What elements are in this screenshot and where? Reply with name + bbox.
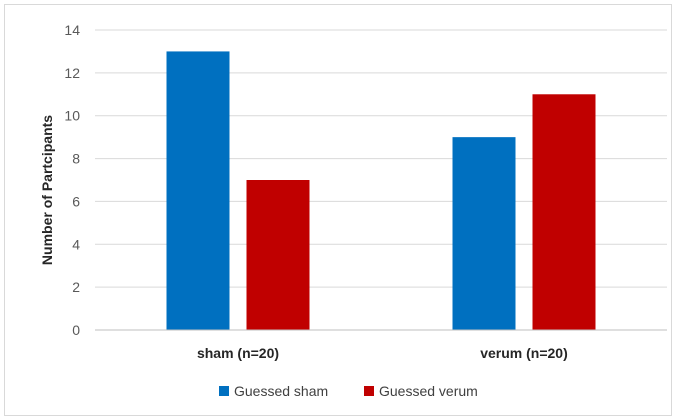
y-tick-label: 2 bbox=[72, 279, 80, 295]
category-label-sham: sham (n=20) bbox=[197, 345, 279, 361]
legend-label-guessed-verum: Guessed verum bbox=[379, 383, 478, 399]
y-tick-label: 0 bbox=[72, 322, 80, 338]
bar-guessed-verum-0 bbox=[246, 180, 310, 330]
y-tick-label: 14 bbox=[64, 22, 80, 38]
y-axis-title: Number of Partcipants bbox=[39, 115, 55, 265]
legend-swatch-guessed-sham bbox=[219, 386, 229, 396]
legend-label-guessed-sham: Guessed sham bbox=[234, 383, 328, 399]
legend: Guessed sham Guessed verum bbox=[219, 383, 478, 399]
bars bbox=[166, 51, 596, 331]
legend-swatch-guessed-verum bbox=[364, 386, 374, 396]
bar-guessed-sham-1 bbox=[452, 137, 516, 330]
y-tick-label: 4 bbox=[72, 236, 80, 252]
bar-guessed-verum-1 bbox=[532, 94, 596, 331]
y-axis-ticks: 0 2 4 6 8 10 12 14 bbox=[64, 22, 80, 338]
y-tick-label: 12 bbox=[64, 65, 80, 81]
y-tick-label: 8 bbox=[72, 151, 80, 167]
x-axis-categories: sham (n=20) verum (n=20) bbox=[197, 345, 568, 361]
y-tick-label: 10 bbox=[64, 108, 80, 124]
bar-guessed-sham-0 bbox=[166, 51, 230, 331]
y-tick-label: 6 bbox=[72, 193, 80, 209]
category-label-verum: verum (n=20) bbox=[480, 345, 568, 361]
